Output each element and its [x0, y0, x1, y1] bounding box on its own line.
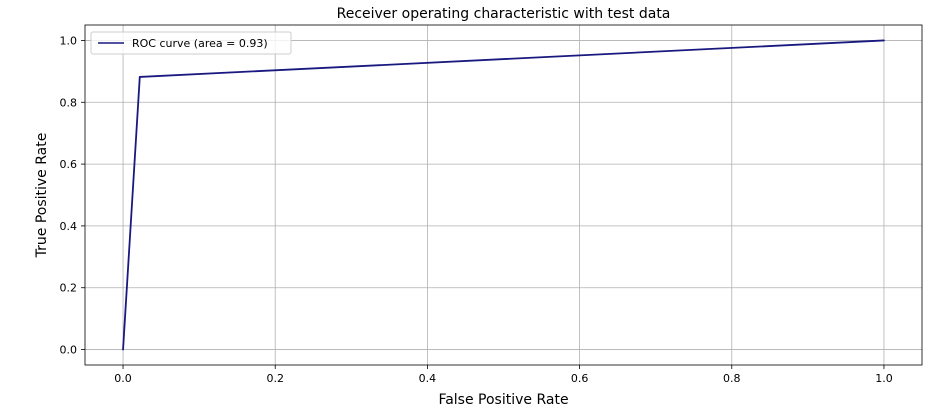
- y-tick-label-3: 0.6: [60, 158, 78, 171]
- x-tick-label-4: 0.8: [723, 372, 741, 385]
- grid: [85, 25, 922, 365]
- y-tick-label-4: 0.8: [60, 96, 78, 109]
- y-tick-label-5: 1.0: [60, 34, 78, 47]
- roc-point-0: [122, 348, 124, 351]
- roc-point-1: [138, 76, 141, 78]
- y-axis-ticks: 0.0 0.2 0.4 0.6 0.8 1.0: [60, 34, 85, 357]
- y-tick-label-2: 0.4: [60, 220, 78, 233]
- chart-title: Receiver operating characteristic with t…: [337, 6, 671, 22]
- legend: ROC curve (area = 0.93): [90, 31, 292, 55]
- legend-box: [90, 31, 292, 55]
- y-tick-label-0: 0.0: [60, 344, 78, 357]
- plot-frame: [84, 24, 923, 366]
- roc-curve-line: [122, 39, 884, 350]
- series-layer: [122, 39, 885, 351]
- x-axis-label: False Positive Rate: [438, 392, 568, 408]
- x-tick-label-3: 0.6: [571, 372, 589, 385]
- x-axis-ticks: 0.0 0.2 0.4 0.6 0.8 1.0: [114, 365, 893, 385]
- y-axis-label: True Positive Rate: [34, 133, 50, 259]
- y-tick-label-1: 0.2: [60, 282, 78, 295]
- x-tick-label-0: 0.0: [114, 372, 132, 385]
- roc-point-2: [883, 39, 885, 42]
- x-tick-label-2: 0.4: [419, 372, 437, 385]
- x-tick-label-5: 1.0: [875, 372, 893, 385]
- x-tick-label-1: 0.2: [266, 372, 284, 385]
- legend-label: ROC curve (area = 0.93): [132, 37, 268, 50]
